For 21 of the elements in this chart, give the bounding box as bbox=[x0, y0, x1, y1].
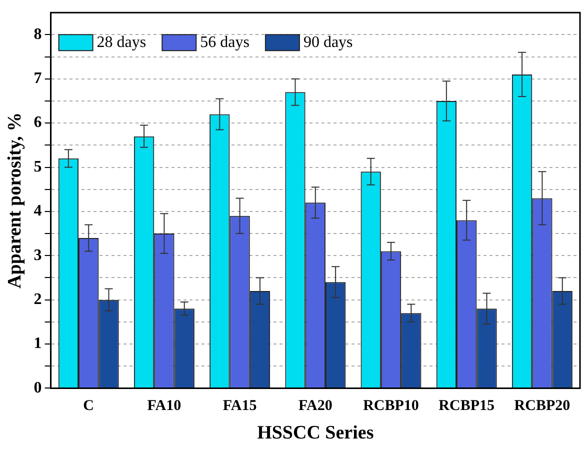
x-tick-label: RCBP10 bbox=[363, 398, 419, 414]
x-tick-label: FA20 bbox=[298, 398, 332, 414]
y-tick-label: 8 bbox=[34, 26, 42, 43]
legend-label: 90 days bbox=[303, 34, 353, 51]
y-tick-label: 2 bbox=[34, 290, 42, 308]
legend-label: 56 days bbox=[200, 34, 250, 51]
legend-label: 28 days bbox=[96, 34, 146, 51]
x-tick-label: RCBP20 bbox=[514, 398, 570, 414]
x-tick-label: C bbox=[83, 398, 94, 414]
x-tick-label: FA15 bbox=[222, 398, 257, 414]
y-axis-title: Apparent porosity, % bbox=[4, 112, 26, 288]
y-tick-label: 5 bbox=[34, 158, 42, 176]
y-tick-label: 7 bbox=[34, 70, 42, 88]
x-tick-label: RCBP15 bbox=[438, 398, 495, 414]
x-axis-title: HSSCC Series bbox=[257, 422, 374, 444]
y-tick-label: 0 bbox=[34, 379, 42, 396]
y-tick-label: 3 bbox=[34, 246, 42, 264]
y-tick-label: 6 bbox=[34, 114, 42, 132]
y-tick-label: 1 bbox=[34, 335, 42, 352]
x-tick-label: FA10 bbox=[147, 398, 182, 414]
y-tick-label: 4 bbox=[34, 202, 42, 220]
